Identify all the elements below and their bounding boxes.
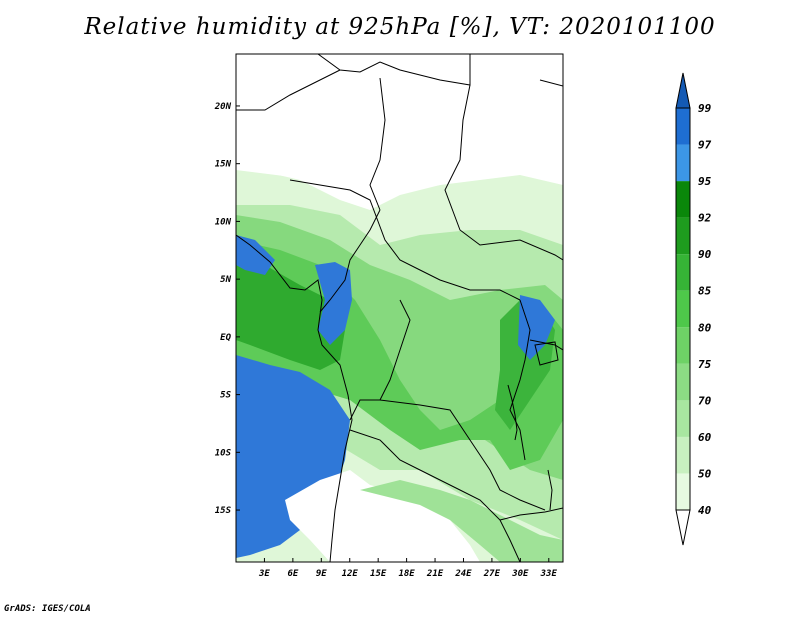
colorbar-bin — [676, 400, 690, 437]
lat-tick-label: EQ — [220, 333, 231, 343]
lat-tick-label: 20N — [214, 102, 232, 112]
colorbar-bin — [676, 290, 690, 328]
colorbar-bin — [675, 72, 691, 109]
lat-tick-label: 5N — [220, 275, 231, 285]
colorbar-label: 97 — [698, 139, 712, 152]
humidity-region-green-south — [360, 480, 563, 562]
humidity-region-darkgreen — [236, 265, 345, 370]
country-boundaries — [236, 54, 563, 562]
colorbar-label: 95 — [698, 175, 712, 188]
colorbar-label: 85 — [698, 285, 712, 298]
colorbar-bin — [676, 181, 690, 218]
colorbar-label: 80 — [698, 321, 712, 334]
lon-tick-label: 12E — [342, 569, 359, 579]
lon-tick-label: 21E — [426, 569, 444, 579]
latitude-axis: 20N 15N 10N 5N EQ 5S 10S 15S — [214, 102, 240, 516]
lat-tick-label: 10N — [215, 217, 232, 227]
colorbar-bin — [676, 363, 690, 401]
colorbar: 40 50 60 70 75 80 85 90 92 95 97 99 — [675, 72, 712, 546]
colorbar-bin — [676, 327, 690, 364]
humidity-field — [236, 54, 563, 562]
coastline — [236, 234, 353, 562]
colorbar-frame — [675, 107, 691, 511]
lon-tick-label: 27E — [483, 569, 501, 579]
grads-credit: GrADS: IGES/COLA — [4, 604, 91, 614]
lon-tick-label: 24E — [454, 569, 472, 579]
lon-tick-label: 33E — [540, 569, 558, 579]
lake-malawi — [547, 469, 553, 511]
colorbar-label: 90 — [698, 248, 712, 261]
colorbar-label: 50 — [698, 467, 712, 480]
lon-tick-label: 3E — [258, 569, 270, 579]
humidity-region-dry-north — [236, 54, 563, 210]
colorbar-label: 99 — [698, 102, 712, 115]
colorbar-label: 75 — [698, 358, 712, 371]
colorbar-label: 40 — [698, 504, 712, 517]
lake-tanganyika — [507, 384, 518, 441]
colorbar-label: 70 — [698, 394, 712, 407]
colorbar-label: 60 — [698, 431, 712, 444]
colorbar-bin — [675, 509, 691, 546]
map-frame — [235, 53, 564, 563]
lon-tick-label: 18E — [398, 569, 415, 579]
colorbar-bin — [676, 436, 690, 474]
lon-tick-label: 15E — [370, 569, 387, 579]
lat-tick-label: 10S — [215, 448, 232, 458]
colorbar-bin — [676, 254, 690, 291]
lat-tick-label: 5S — [220, 391, 231, 401]
colorbar-bin — [676, 217, 690, 255]
lat-tick-label: 15S — [215, 506, 232, 516]
humidity-region-blue-gulf — [236, 235, 275, 275]
humidity-region-dry-south — [285, 470, 480, 562]
lake-victoria — [534, 341, 559, 366]
lakes — [507, 341, 559, 511]
lon-tick-label: 9E — [316, 569, 327, 579]
colorbar-bin — [676, 108, 690, 145]
colorbar-bin — [676, 144, 690, 182]
colorbar-label: 92 — [698, 212, 712, 225]
map-title: Relative humidity at 925hPa [%], VT: 202… — [84, 14, 716, 40]
lat-tick-label: 15N — [215, 160, 232, 170]
lon-tick-label: 6E — [287, 569, 298, 579]
lon-tick-label: 30E — [511, 569, 529, 579]
longitude-axis: 3E 6E 9E 12E 15E 18E 21E 24E 27E 30E 33E — [258, 558, 557, 579]
colorbar-bin — [676, 473, 690, 510]
